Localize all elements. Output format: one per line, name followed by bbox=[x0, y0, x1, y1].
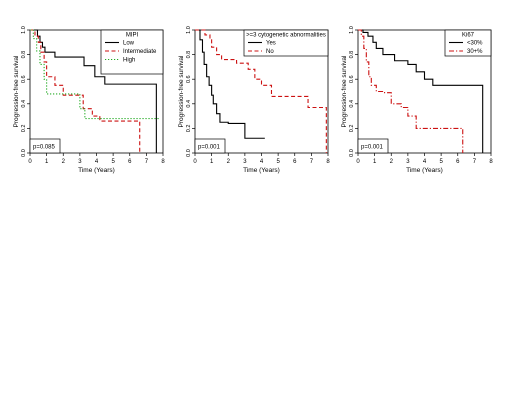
legend-box bbox=[100, 29, 164, 75]
x-tick-label: 0 bbox=[193, 159, 197, 165]
x-tick-label: 8 bbox=[326, 159, 330, 165]
x-tick-label: 8 bbox=[489, 159, 493, 165]
p-value: p=0.001 bbox=[194, 138, 226, 154]
x-tick-label: 5 bbox=[276, 159, 280, 165]
legend: Ki67 <30% 30+% bbox=[444, 29, 492, 57]
chart-panel-2: 0 1 2 3 4 5 6 7 8 0.0 0.2 0.4 0.6 0.8 1.0 Time (Years) P… bbox=[178, 26, 330, 174]
x-tick-label: 8 bbox=[161, 159, 165, 165]
survival-curve-2 bbox=[358, 29, 464, 153]
y-tick-label: 0.6 bbox=[186, 75, 192, 83]
x-tick-label: 3 bbox=[78, 159, 82, 165]
legend: >=3 cytogenetic abnormalities Yes No bbox=[243, 29, 329, 57]
chart-panel-1: 0 1 2 3 4 5 6 7 8 0.0 0.2 0.4 0.6 0.8 1.0 Time (Years) P… bbox=[13, 26, 165, 174]
x-tick-label: 1 bbox=[210, 159, 214, 165]
chart-panel-3: 0 1 2 3 4 5 6 7 8 0.0 0.2 0.4 0.6 0.8 1.0 Time (Years) P… bbox=[341, 26, 493, 174]
y-axis-label: Progression-free survival bbox=[341, 55, 348, 127]
x-tick-label: 7 bbox=[145, 159, 149, 165]
legend-title: >=3 cytogenetic abnormalities bbox=[246, 33, 326, 39]
x-tick-label: 7 bbox=[473, 159, 477, 165]
legend-entry: 30+% bbox=[467, 49, 483, 55]
survival-curve-1 bbox=[358, 29, 484, 153]
y-tick-label: 0.0 bbox=[21, 149, 27, 157]
y-tick-label: 0.0 bbox=[349, 149, 355, 157]
y-tick-label: 0.0 bbox=[186, 149, 192, 157]
legend-entry: Low bbox=[123, 41, 135, 47]
x-tick-label: 7 bbox=[310, 159, 314, 165]
x-tick-label: 6 bbox=[293, 159, 297, 165]
p-value-box bbox=[29, 138, 61, 154]
survival-curve-1 bbox=[30, 29, 157, 153]
y-tick-label: 0.8 bbox=[186, 51, 192, 59]
x-tick-label: 5 bbox=[111, 159, 115, 165]
x-tick-label: 4 bbox=[423, 159, 427, 165]
legend-title: Ki67 bbox=[462, 33, 475, 39]
x-tick-label: 5 bbox=[439, 159, 443, 165]
y-tick-label: 0.8 bbox=[349, 51, 355, 59]
p-value-box bbox=[357, 138, 389, 154]
y-tick-label: 0.8 bbox=[21, 51, 27, 59]
x-tick-label: 2 bbox=[390, 159, 394, 165]
x-tick-label: 3 bbox=[406, 159, 410, 165]
x-tick-label: 4 bbox=[95, 159, 99, 165]
x-tick-label: 0 bbox=[356, 159, 360, 165]
legend-title: MIPI bbox=[126, 33, 139, 39]
legend-entry: <30% bbox=[467, 41, 483, 47]
x-tick-label: 0 bbox=[28, 159, 32, 165]
x-tick-label: 2 bbox=[227, 159, 231, 165]
legend-entry: Yes bbox=[266, 41, 276, 47]
y-tick-label: 0.6 bbox=[21, 75, 27, 83]
x-axis-label: Time (Years) bbox=[406, 167, 443, 174]
y-tick-label: 1.0 bbox=[349, 26, 355, 34]
legend-entry: No bbox=[266, 49, 274, 55]
p-value-label: p=0.085 bbox=[33, 145, 56, 151]
survival-curve-3 bbox=[30, 29, 160, 120]
x-tick-label: 4 bbox=[260, 159, 264, 165]
p-value-box bbox=[194, 138, 226, 154]
y-tick-label: 0.4 bbox=[186, 100, 192, 108]
legend-entry: High bbox=[123, 58, 135, 64]
x-axis-label: Time (Years) bbox=[78, 167, 115, 174]
y-tick-label: 0.2 bbox=[186, 125, 192, 133]
y-tick-label: 0.6 bbox=[349, 75, 355, 83]
y-axis-label: Progression-free survival bbox=[13, 55, 20, 127]
survival-curve-2 bbox=[195, 29, 327, 153]
x-tick-label: 6 bbox=[456, 159, 460, 165]
legend: MIPI Low Intermediate High bbox=[100, 29, 164, 75]
p-value: p=0.001 bbox=[357, 138, 389, 154]
y-tick-label: 0.4 bbox=[21, 100, 27, 108]
y-tick-label: 1.0 bbox=[21, 26, 27, 34]
x-tick-label: 1 bbox=[373, 159, 377, 165]
x-tick-label: 2 bbox=[62, 159, 66, 165]
x-tick-label: 1 bbox=[45, 159, 49, 165]
y-tick-label: 0.2 bbox=[349, 125, 355, 133]
p-value-label: p=0.001 bbox=[361, 145, 384, 151]
x-tick-label: 6 bbox=[128, 159, 132, 165]
y-axis-label: Progression-free survival bbox=[178, 55, 185, 127]
y-tick-label: 0.2 bbox=[21, 125, 27, 133]
p-value: p=0.085 bbox=[29, 138, 61, 154]
legend-entry: Intermediate bbox=[123, 49, 157, 55]
x-axis-label: Time (Years) bbox=[243, 167, 280, 174]
x-tick-label: 3 bbox=[243, 159, 247, 165]
p-value-label: p=0.001 bbox=[198, 145, 221, 151]
y-tick-label: 1.0 bbox=[186, 26, 192, 34]
survival-curve-2 bbox=[30, 29, 141, 153]
survival-curve-1 bbox=[195, 29, 265, 139]
y-tick-label: 0.4 bbox=[349, 100, 355, 108]
